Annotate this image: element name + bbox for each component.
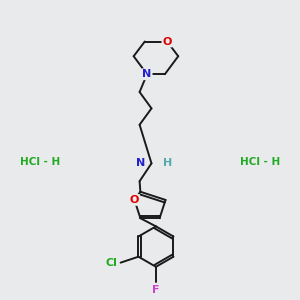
Text: F: F xyxy=(152,285,160,295)
Text: HCl - H: HCl - H xyxy=(20,157,60,167)
Text: Cl: Cl xyxy=(106,258,118,268)
Text: H: H xyxy=(164,158,172,168)
Text: N: N xyxy=(142,69,152,79)
Text: O: O xyxy=(130,195,139,205)
Text: HCl - H: HCl - H xyxy=(240,157,280,167)
Text: O: O xyxy=(162,37,172,46)
Text: N: N xyxy=(136,158,146,168)
